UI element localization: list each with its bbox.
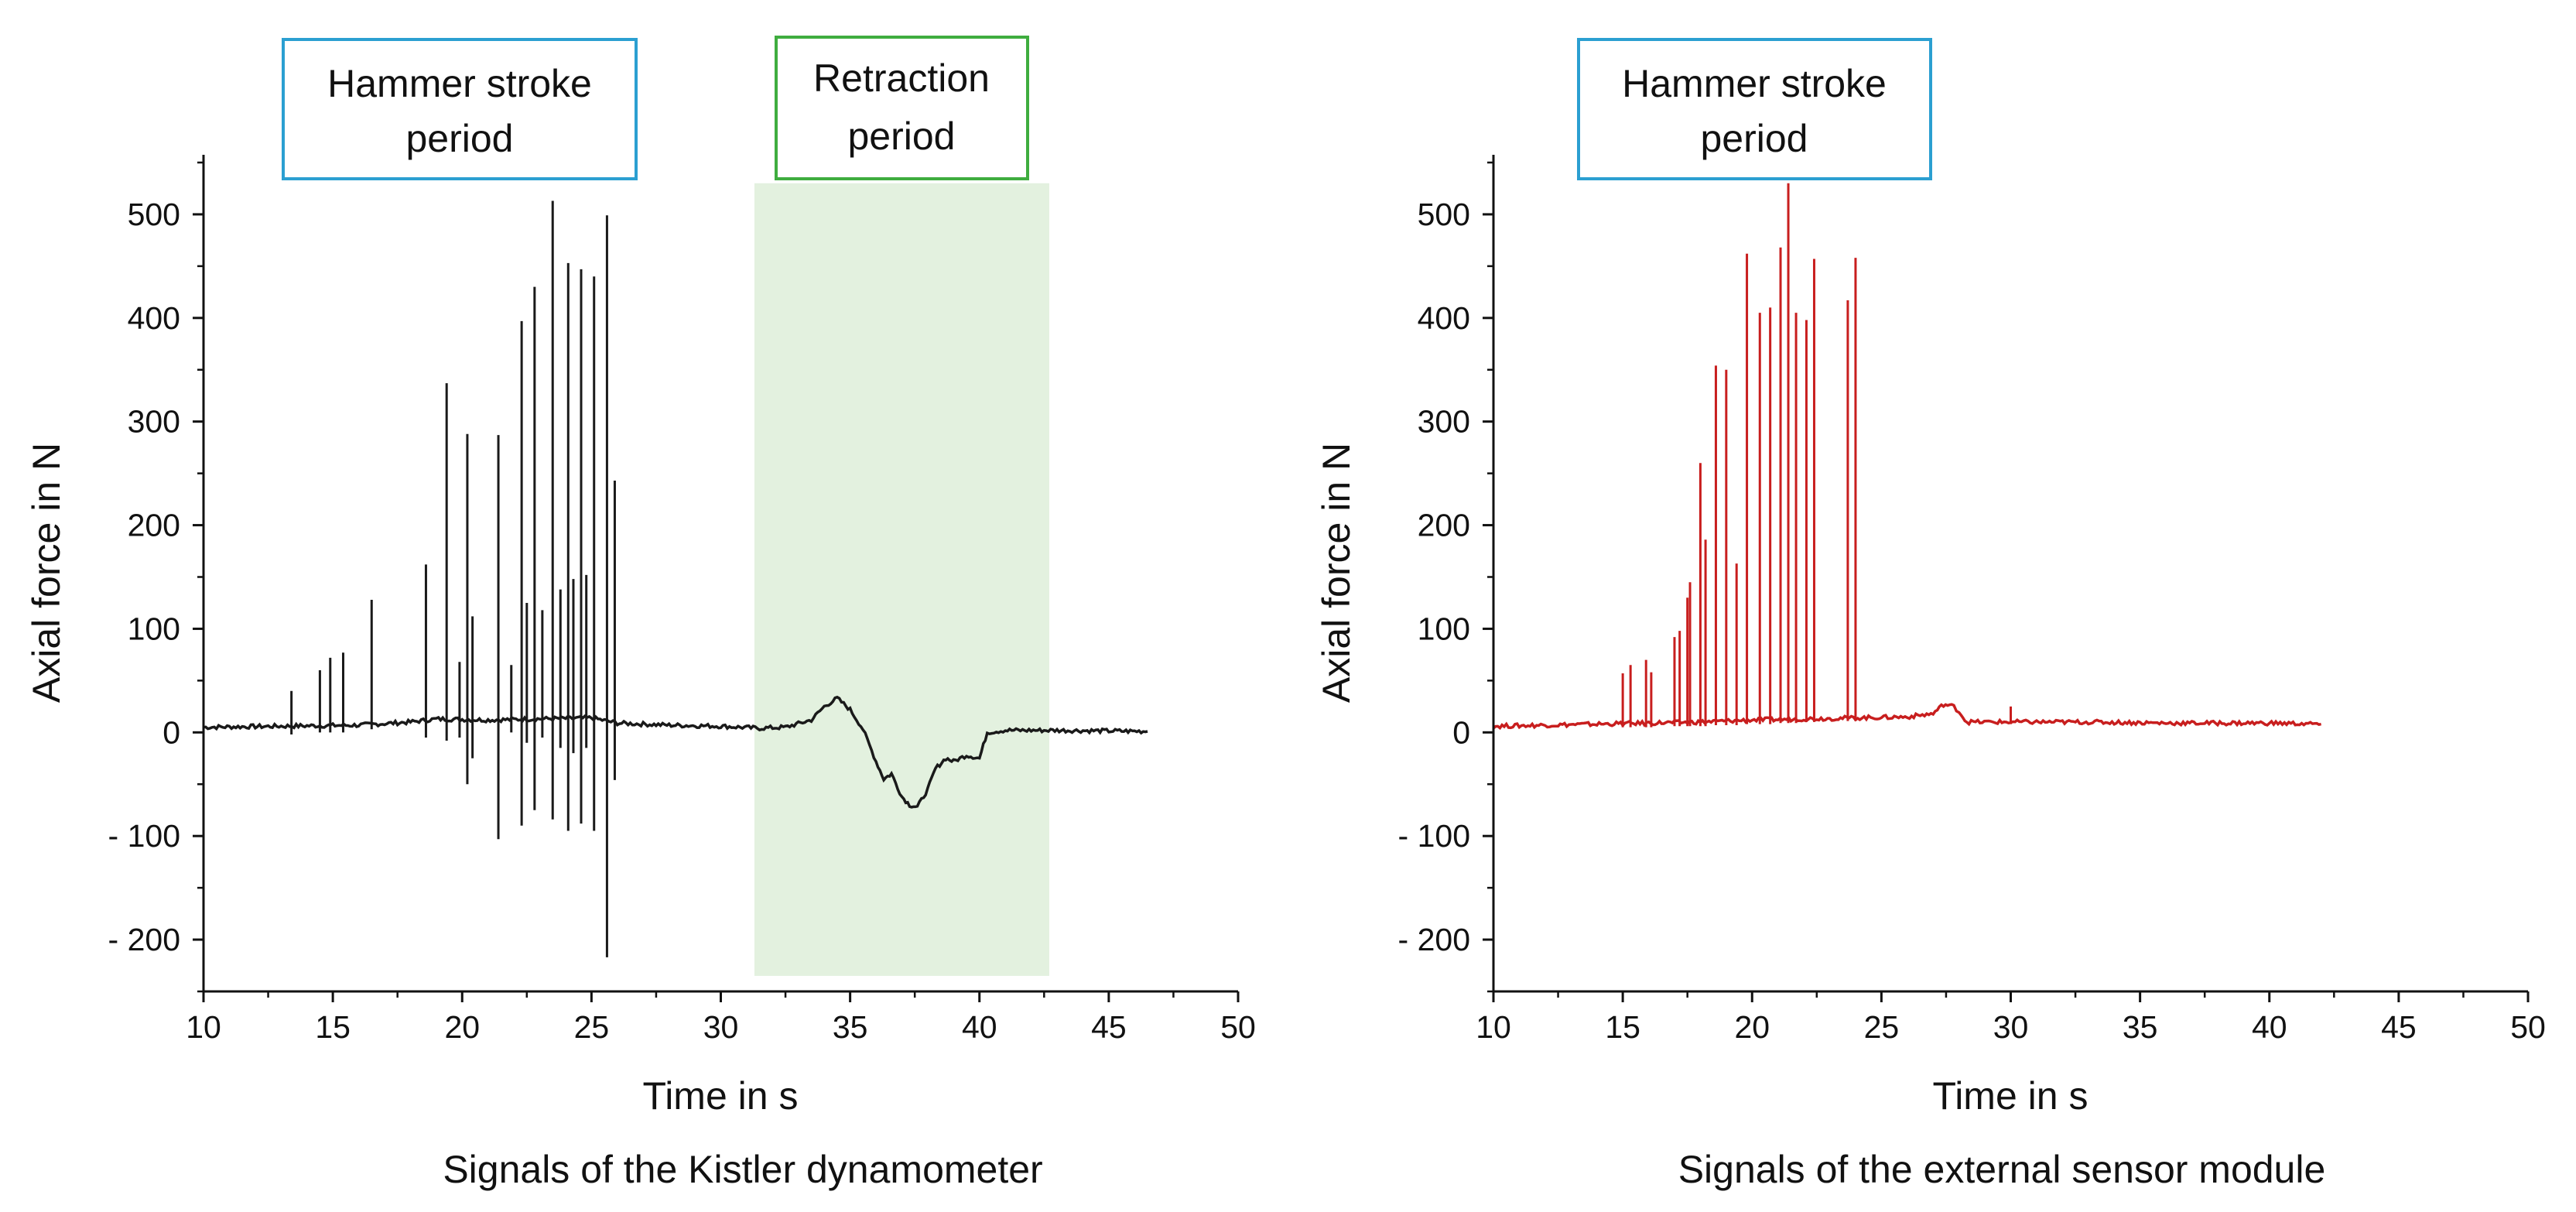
- x-ticks: 10 15 20 25 30 35 40 45 50: [186, 991, 1256, 1045]
- x-tick-label: 30: [1993, 1009, 2029, 1045]
- hammer-stroke-label-line1: Hammer stroke: [1622, 62, 1887, 105]
- x-tick-label: 10: [186, 1009, 221, 1045]
- x-tick-label: 40: [962, 1009, 997, 1045]
- x-tick-label: 15: [1605, 1009, 1640, 1045]
- x-axis-title: Time in s: [1933, 1074, 2089, 1118]
- y-axis-title: Axial force in N: [1315, 443, 1358, 703]
- force-spikes: [1621, 183, 2012, 728]
- chart-caption: Signals of the Kistler dynamometer: [443, 1148, 1042, 1191]
- y-tick-label: 0: [162, 714, 180, 750]
- y-tick-label: 300: [128, 404, 180, 440]
- y-tick-label: 100: [1418, 611, 1470, 646]
- y-tick-label: - 200: [1398, 922, 1470, 957]
- x-axis-title: Time in s: [643, 1074, 799, 1118]
- y-ticks: - 200 - 100 0 100 200 300 400 500: [1398, 161, 1493, 993]
- x-tick-label: 20: [444, 1009, 480, 1045]
- y-ticks: - 200 - 100 0 100 200 300 400 500: [108, 161, 204, 993]
- x-tick-label: 25: [1864, 1009, 1900, 1045]
- x-tick-label: 15: [315, 1009, 351, 1045]
- x-tick-label: 50: [2510, 1009, 2546, 1045]
- axes: - 200 - 100 0 100 200 300 400 500 10 15 20 25 30 35 4…: [1398, 155, 2546, 1045]
- y-tick-label: - 200: [108, 922, 180, 957]
- y-tick-label: 500: [128, 197, 180, 232]
- retraction-label-line1: Retraction: [813, 56, 990, 100]
- force-signal-line: [1492, 703, 2321, 731]
- chart-kistler: Hammer stroke period Retraction period -…: [25, 36, 1256, 1191]
- hammer-stroke-label-line1: Hammer stroke: [327, 62, 592, 105]
- y-tick-label: 300: [1418, 404, 1470, 440]
- y-tick-label: - 100: [1398, 818, 1470, 854]
- period-annotations: Hammer stroke period: [1577, 38, 1932, 180]
- force-spikes: [290, 200, 616, 957]
- x-tick-label: 30: [703, 1009, 739, 1045]
- y-tick-label: 200: [128, 508, 180, 543]
- y-tick-label: 400: [1418, 300, 1470, 336]
- chart-external-sensor: Hammer stroke period - 200 - 100 0 100 200 30…: [1315, 38, 2546, 1191]
- y-tick-label: 0: [1452, 714, 1470, 750]
- x-tick-label: 35: [833, 1009, 868, 1045]
- y-tick-label: 100: [128, 611, 180, 646]
- x-tick-label: 45: [1091, 1009, 1127, 1045]
- retraction-annotation-box: [775, 36, 1029, 180]
- y-tick-label: 200: [1418, 508, 1470, 543]
- hammer-stroke-annotation-box: [282, 38, 638, 180]
- period-annotations: Hammer stroke period Retraction period: [282, 36, 1029, 180]
- x-tick-label: 45: [2381, 1009, 2417, 1045]
- y-tick-label: 400: [128, 300, 180, 336]
- retraction-shaded-region: [754, 183, 1049, 976]
- axes: - 200 - 100 0 100 200 300 400 500 10 15 20 25 30 35 4…: [108, 155, 1256, 1045]
- x-tick-label: 40: [2252, 1009, 2287, 1045]
- retraction-label-line2: period: [848, 115, 956, 158]
- force-signal-line: [203, 695, 1148, 809]
- chart-caption: Signals of the external sensor module: [1678, 1148, 2326, 1191]
- hammer-stroke-label-line2: period: [1701, 117, 1808, 160]
- x-ticks: 10 15 20 25 30 35 40 45 50: [1476, 991, 2546, 1045]
- x-tick-label: 20: [1734, 1009, 1770, 1045]
- x-tick-label: 35: [2123, 1009, 2158, 1045]
- hammer-stroke-label-line2: period: [406, 117, 514, 160]
- x-tick-label: 10: [1476, 1009, 1511, 1045]
- x-tick-label: 25: [574, 1009, 610, 1045]
- y-tick-label: 500: [1418, 197, 1470, 232]
- y-axis-title: Axial force in N: [25, 443, 68, 703]
- y-tick-label: - 100: [108, 818, 180, 854]
- hammer-stroke-annotation-box: [1577, 38, 1932, 180]
- x-tick-label: 50: [1220, 1009, 1256, 1045]
